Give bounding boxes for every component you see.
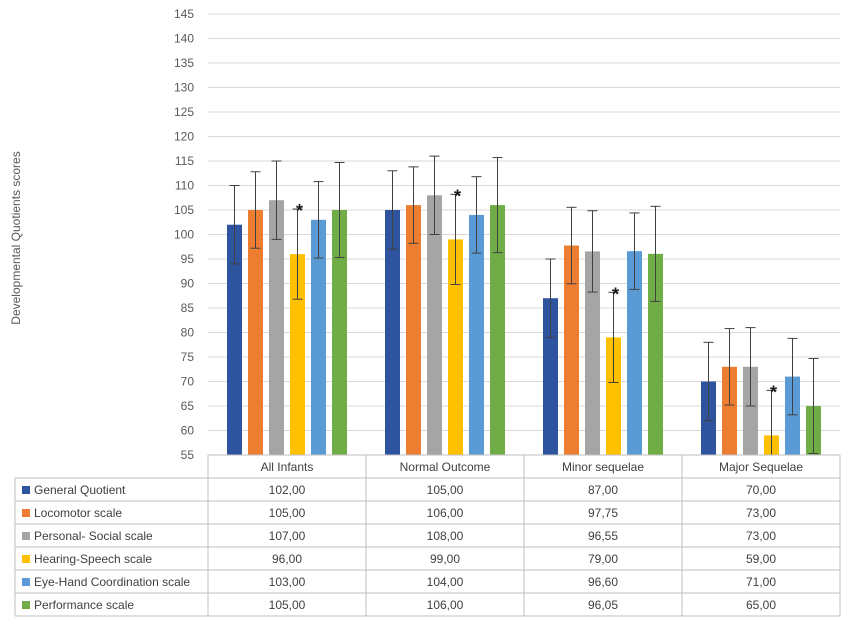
table-cell: 99,00 bbox=[430, 552, 460, 566]
bar bbox=[332, 210, 347, 455]
table-cell: 104,00 bbox=[427, 575, 464, 589]
legend-swatch bbox=[22, 555, 30, 563]
category-label: Minor sequelae bbox=[562, 460, 644, 474]
y-tick-label: 70 bbox=[181, 375, 195, 389]
table-cell: 59,00 bbox=[746, 552, 776, 566]
significance-star: * bbox=[296, 201, 303, 221]
bar bbox=[648, 253, 663, 455]
bar bbox=[427, 195, 442, 456]
legend-swatch bbox=[22, 601, 30, 609]
bar bbox=[269, 200, 284, 455]
bar bbox=[469, 214, 484, 455]
table-cell: 105,00 bbox=[269, 598, 306, 612]
category-label: Normal Outcome bbox=[400, 460, 491, 474]
y-tick-label: 85 bbox=[181, 301, 195, 315]
y-tick-label: 105 bbox=[174, 203, 194, 217]
y-tick-label: 60 bbox=[181, 424, 195, 438]
y-tick-label: 100 bbox=[174, 228, 194, 242]
table-cell: 65,00 bbox=[746, 598, 776, 612]
table-cell: 87,00 bbox=[588, 483, 618, 497]
bar bbox=[564, 245, 579, 455]
bar bbox=[722, 366, 737, 455]
table-cell: 96,00 bbox=[272, 552, 302, 566]
bar bbox=[785, 376, 800, 455]
bar bbox=[627, 251, 642, 455]
table-cell: 103,00 bbox=[269, 575, 306, 589]
y-tick-label: 130 bbox=[174, 81, 194, 95]
table-cell: 96,60 bbox=[588, 575, 618, 589]
bar bbox=[585, 251, 600, 455]
y-tick-label: 110 bbox=[175, 179, 194, 193]
bar bbox=[290, 254, 305, 455]
table-cell: 105,00 bbox=[269, 506, 306, 520]
table-cell: 106,00 bbox=[427, 598, 464, 612]
y-axis-label: Developmental Quotients scores bbox=[9, 151, 23, 324]
error-bars bbox=[229, 155, 819, 455]
y-tick-label: 140 bbox=[174, 32, 194, 46]
table-cell: 107,00 bbox=[269, 529, 306, 543]
legend-swatch bbox=[22, 532, 30, 540]
legend-label: Hearing-Speech scale bbox=[34, 552, 152, 566]
table-cell: 71,00 bbox=[746, 575, 776, 589]
table-cell: 108,00 bbox=[427, 529, 464, 543]
y-tick-label: 90 bbox=[181, 277, 195, 291]
legend-swatch bbox=[22, 486, 30, 494]
table-cell: 96,55 bbox=[588, 529, 618, 543]
bar bbox=[227, 224, 242, 455]
bar bbox=[490, 205, 505, 455]
legend-label: Locomotor scale bbox=[34, 506, 122, 520]
legend-label: Eye-Hand Coordination scale bbox=[34, 575, 190, 589]
y-tick-label: 115 bbox=[175, 154, 194, 168]
bar bbox=[743, 366, 758, 455]
table-cell: 102,00 bbox=[269, 483, 306, 497]
y-tick-label: 135 bbox=[174, 56, 194, 70]
significance-star: * bbox=[770, 382, 777, 402]
y-tick-label: 145 bbox=[174, 7, 194, 21]
bar bbox=[311, 219, 326, 455]
bar bbox=[248, 210, 263, 455]
significance-markers: * * * * bbox=[296, 186, 777, 402]
category-label: All Infants bbox=[261, 460, 314, 474]
category-label: Major Sequelae bbox=[719, 460, 803, 474]
bar bbox=[606, 337, 621, 455]
bar bbox=[406, 205, 421, 455]
y-tick-label: 55 bbox=[181, 448, 195, 462]
table-cell: 73,00 bbox=[746, 506, 776, 520]
bar bbox=[448, 239, 463, 455]
y-tick-label: 65 bbox=[181, 399, 195, 413]
table-cell: 105,00 bbox=[427, 483, 464, 497]
table-cell: 70,00 bbox=[746, 483, 776, 497]
y-tick-label: 95 bbox=[181, 252, 195, 266]
legend-label: Personal- Social scale bbox=[34, 529, 153, 543]
legend-swatch bbox=[22, 578, 30, 586]
y-tick-label: 125 bbox=[174, 105, 194, 119]
bar bbox=[385, 210, 400, 455]
y-tick-label: 120 bbox=[174, 130, 194, 144]
data-table: All Infants Normal Outcome Minor sequelae M… bbox=[14, 454, 841, 617]
table-cell: 79,00 bbox=[588, 552, 618, 566]
table-cell: 73,00 bbox=[746, 529, 776, 543]
table-cell: 96,05 bbox=[588, 598, 618, 612]
table-cell: 106,00 bbox=[427, 506, 464, 520]
y-axis-ticks: 55 60 65 70 75 80 85 90 95 100 105 110 115 120 125 130 1… bbox=[174, 7, 194, 462]
y-tick-label: 80 bbox=[181, 326, 195, 340]
legend-label: General Quotient bbox=[34, 483, 126, 497]
legend-swatch bbox=[22, 509, 30, 517]
table-cell: 97,75 bbox=[588, 506, 618, 520]
significance-star: * bbox=[454, 186, 461, 206]
legend-label: Performance scale bbox=[34, 598, 134, 612]
y-tick-label: 75 bbox=[181, 350, 195, 364]
significance-star: * bbox=[612, 284, 619, 304]
